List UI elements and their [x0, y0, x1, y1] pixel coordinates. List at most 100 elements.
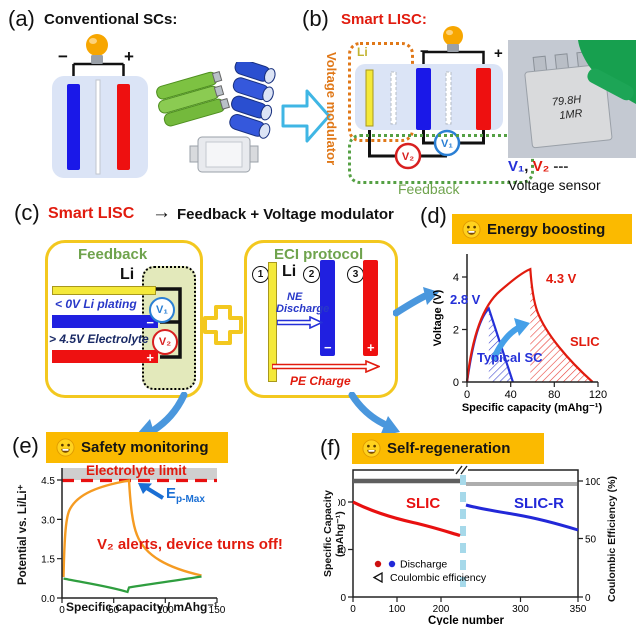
bulb-icon [443, 26, 463, 46]
negative-electrode [416, 68, 431, 130]
pe-bar: + [52, 350, 158, 364]
panel-b-title: Smart LISC: [341, 11, 427, 28]
li-label: Li [120, 266, 135, 283]
break-gap [454, 465, 468, 475]
xtick: 80 [548, 389, 560, 401]
legend-triangle-icon [372, 571, 383, 584]
xtick: 200 [433, 604, 450, 615]
panel-a-title: Conventional SCs: [44, 11, 178, 28]
e-x-axis-label: Specific capacity / mAhg⁻¹ [66, 600, 218, 614]
pe-warning: > 4.5V Electrolyte [49, 332, 149, 346]
plus-sign: + [367, 340, 375, 355]
xtick: 50 [108, 605, 120, 616]
plus-sign: + [494, 45, 503, 62]
minus-sign: − [420, 43, 429, 60]
conventional-sc-cell-diagram [52, 34, 148, 178]
feedback-box-b [348, 134, 534, 184]
ytick: 1.5 [41, 555, 55, 566]
bulb-base [91, 55, 103, 64]
panel-d-label: (d) [420, 203, 447, 228]
axis-break-mark [455, 465, 468, 475]
step-3-badge: 3 [347, 266, 364, 283]
slic-peak-annotation: 4.3 V [546, 271, 577, 286]
ne-bar: − [52, 315, 158, 330]
sensor-caption-line: V₁, V₂ --- [508, 158, 568, 175]
legend-ce-label: Coulombic efficiency [390, 572, 487, 584]
f-y-axis-label-right: Coulombic Efficiency (%) [606, 475, 618, 602]
minus-sign: − [58, 47, 68, 66]
panel-f-label: (f) [320, 435, 341, 460]
ytick: 4.5 [41, 476, 55, 487]
ytick: 2 [453, 325, 459, 337]
arrow-to-panel-f [348, 392, 400, 436]
minus-sign: − [146, 315, 154, 330]
dashes-text: --- [549, 158, 569, 175]
li-electrode [365, 69, 374, 127]
separator [390, 71, 397, 125]
f-y-axis-label-left: Specific Capacity (mAhg⁻¹) [322, 490, 346, 578]
panel-c-title-red: Smart LISC [48, 205, 134, 223]
ytick: 3.0 [41, 515, 55, 526]
v2-alert-annotation: V₂ alerts, device turns off! [97, 536, 283, 553]
smart-lisc-cell-diagram: V₂ V₁ [355, 26, 503, 170]
ne-warning: < 0V Li plating [55, 297, 137, 311]
bulb-icon [86, 34, 108, 56]
boost-arrow [491, 325, 521, 361]
arrow-to-panel-d [393, 287, 439, 317]
tick-marks [57, 479, 218, 603]
legend-blue-dot [388, 560, 396, 568]
slic-curve [465, 267, 594, 383]
slic-energy-area [530, 269, 593, 382]
y-axis-label: Voltage (V) [432, 289, 444, 346]
panel-a-label: (a) [8, 6, 35, 31]
pe-charge-label: PE Charge [290, 374, 351, 388]
typical-sc-label: Typical SC [477, 350, 543, 365]
arrow-right-icon: → [152, 202, 171, 223]
voltmeter-v2-text: V₂ [402, 151, 414, 163]
eci-box-title: ECI protocol [274, 246, 364, 263]
xtick: 150 [209, 605, 226, 616]
electrolyte-limit-band [62, 468, 217, 480]
panel-c-title-smart: Smart LISC [48, 205, 135, 222]
step-1-badge: 1 [252, 266, 269, 283]
panel-b-label: (b) [302, 6, 329, 31]
wire-bottom [368, 126, 485, 158]
panel-d-banner: Energy boosting [452, 214, 632, 244]
panel-c-label: (c) [14, 200, 40, 225]
e-y-axis-label: Potential vs. Li/Li⁺ [17, 484, 29, 586]
f-x-axis-label: Cycle number [428, 615, 505, 625]
ytick: 0 [453, 377, 459, 389]
pouch-handwriting-1: 79.8H [551, 94, 582, 109]
safety-monitoring-chart: 0.0 1.5 3.0 4.5 0 50 100 150 [41, 468, 226, 616]
xtick: 0 [59, 605, 65, 616]
voltmeter-v1-icon [433, 129, 461, 157]
voltage-sensor-photo: 79.8H 1MR [508, 40, 636, 158]
transform-arrow-icon [281, 89, 331, 143]
electrolyte-limit-label: Electrolyte limit [86, 463, 187, 478]
ytick-left: 0 [340, 593, 346, 604]
ne-label-1: NE [287, 291, 303, 303]
xtick: 0 [464, 389, 470, 401]
positive-electrode [117, 84, 130, 170]
feedback-box-title: Feedback [78, 246, 148, 263]
xtick: 350 [570, 604, 587, 615]
eci-box [244, 240, 398, 398]
smiley-icon [462, 219, 481, 239]
li-bar [52, 286, 156, 295]
sep-text: , [524, 158, 533, 175]
panel-e-banner-text: Safety monitoring [81, 439, 209, 456]
ytick-right: 100 [585, 477, 600, 488]
legend-red-dot [374, 560, 382, 568]
step-2-badge: 2 [303, 266, 320, 283]
epmax-main: E [166, 485, 177, 502]
blue-capacitor-stack [229, 62, 276, 139]
v2-text: V₂ [532, 158, 550, 175]
xtick: 0 [350, 604, 356, 615]
pouch-cell-small [189, 136, 259, 173]
positive-electrode [476, 68, 491, 130]
ytick-right: 0 [585, 593, 591, 604]
pouch-cell-photo: 79.8H 1MR [524, 50, 613, 149]
bulb-highlight [446, 29, 453, 36]
feedback-label-b: Feedback [398, 181, 460, 197]
